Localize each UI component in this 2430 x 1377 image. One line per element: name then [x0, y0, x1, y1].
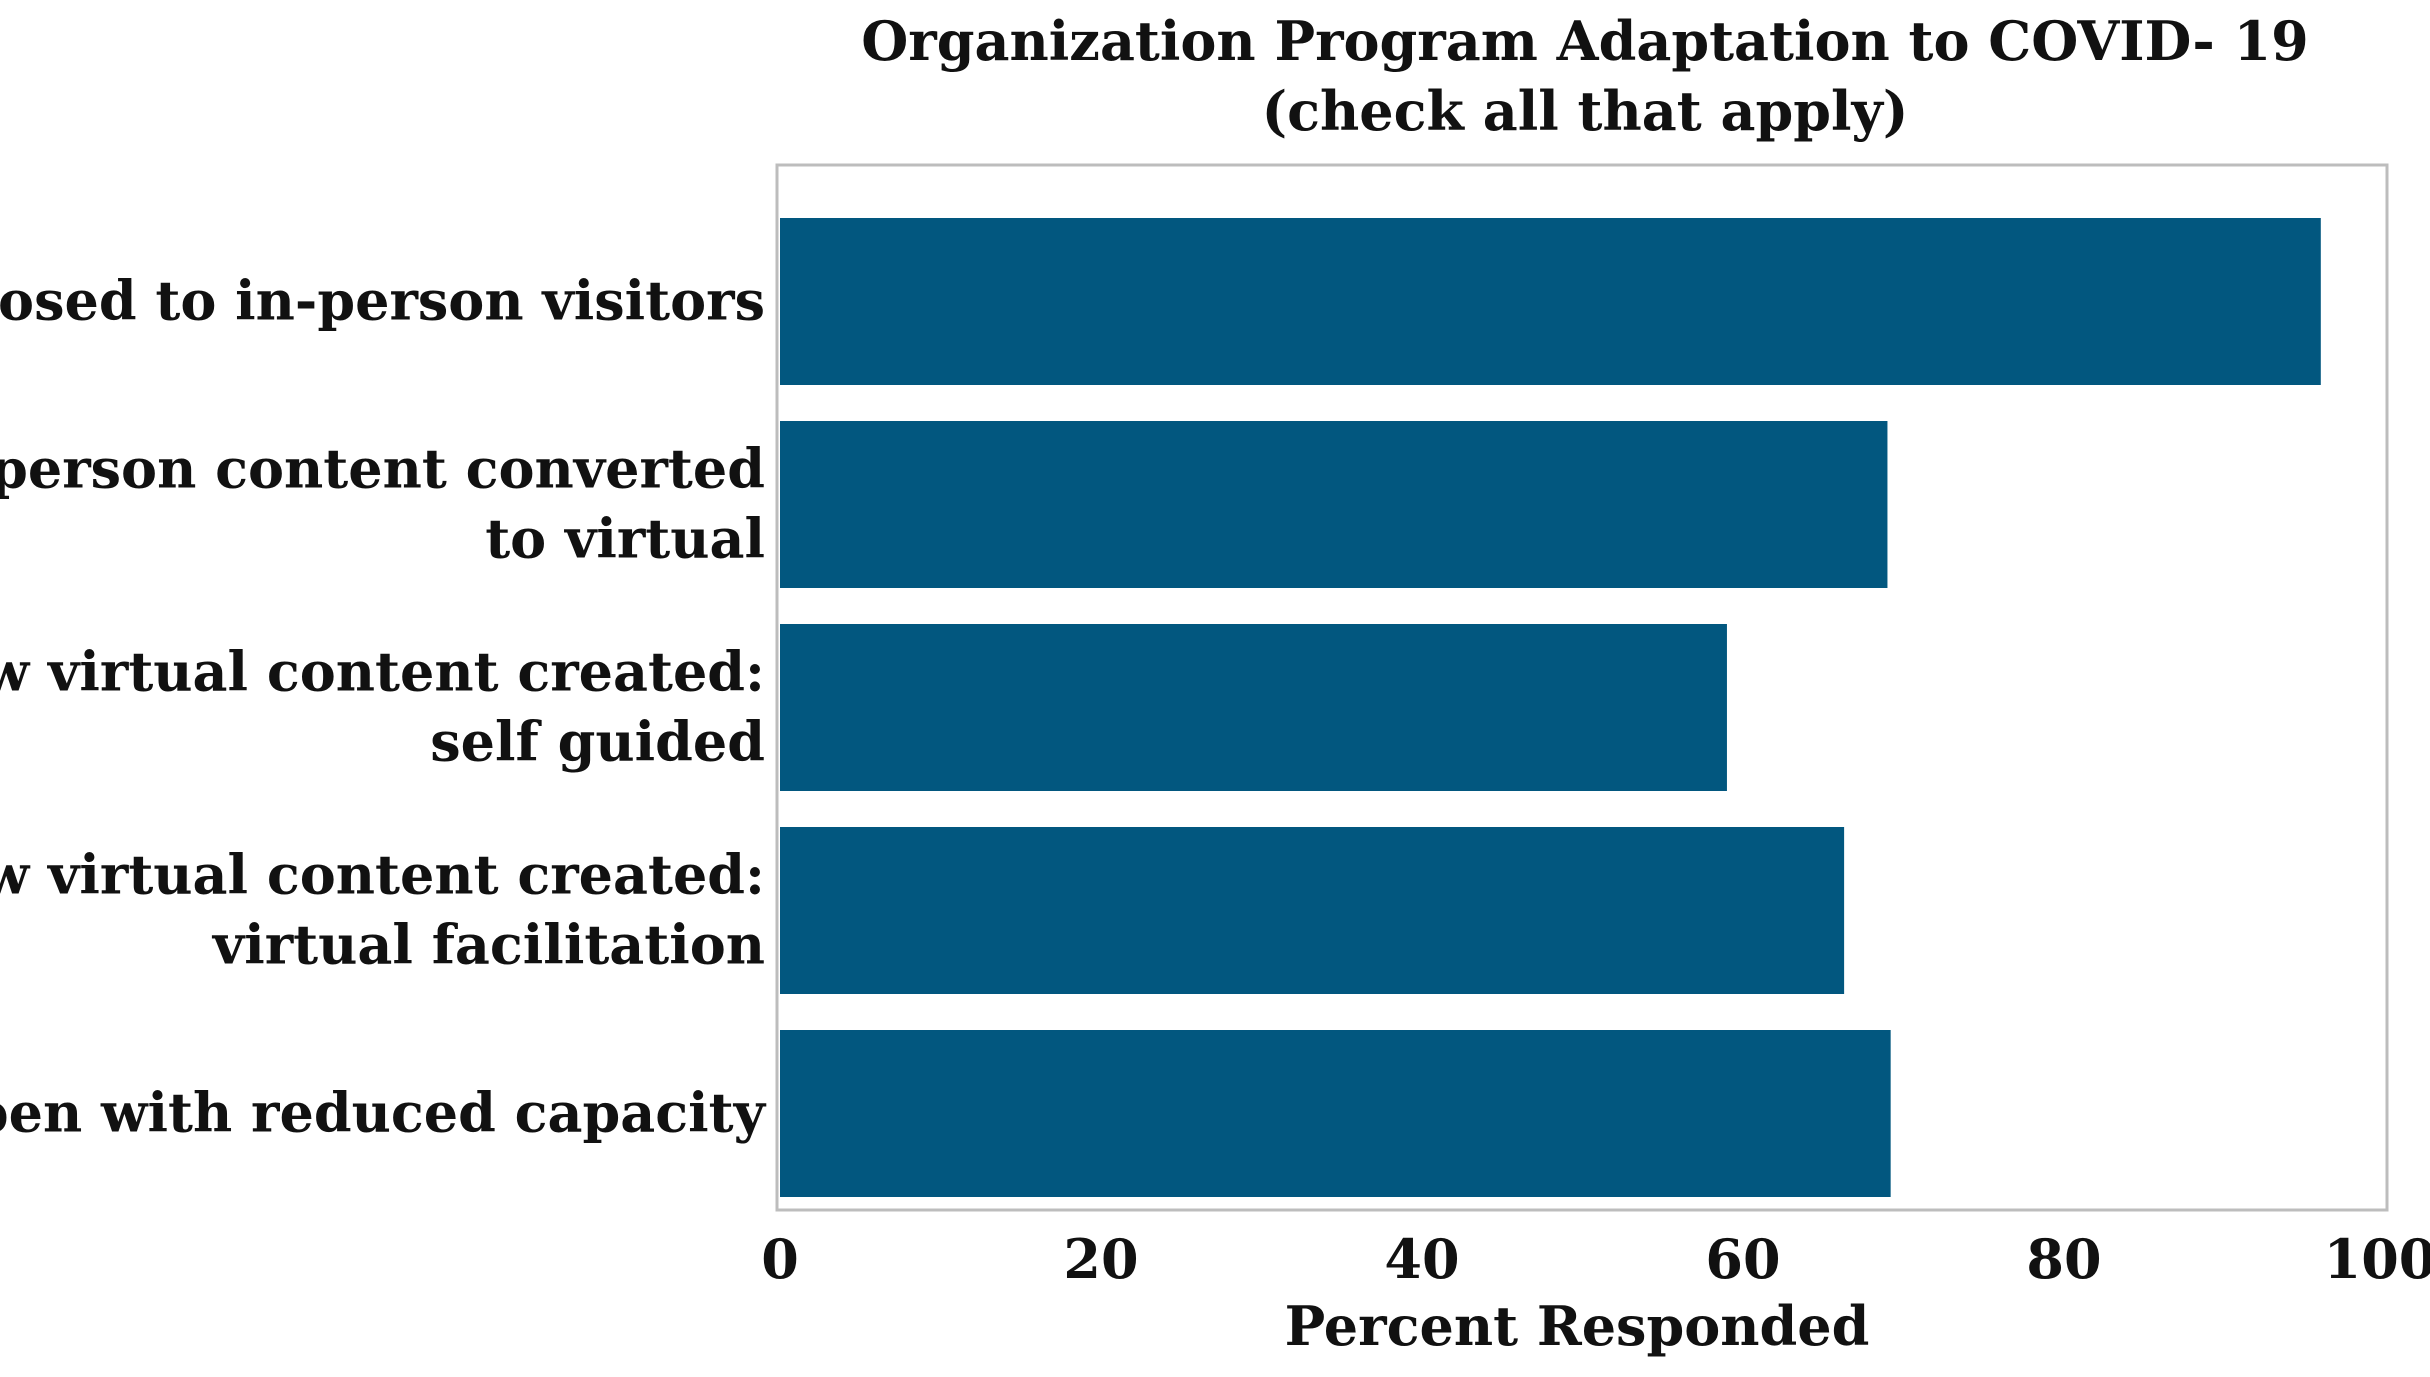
- bar-4: [780, 1030, 1891, 1197]
- x-axis-ticks: 0 20 40 60 80 100: [761, 1227, 2430, 1291]
- x-tick-label-2: 40: [1384, 1227, 1459, 1291]
- x-axis-label: Percent Responded: [1285, 1294, 1870, 1358]
- x-tick-label-3: 60: [1705, 1227, 1780, 1291]
- bar-2: [780, 624, 1727, 791]
- category-labels: Closed to in-person visitors In-person co…: [0, 269, 767, 1145]
- plot-frame: [775, 163, 2389, 1212]
- category-label-1-line-0: In-person content converted: [0, 437, 765, 501]
- category-label-2-line-1: self guided: [430, 710, 765, 774]
- x-tick-label-0: 0: [761, 1227, 799, 1291]
- bar-0: [780, 218, 2321, 385]
- x-tick-label-1: 20: [1063, 1227, 1138, 1291]
- category-label-3-line-1: virtual facilitation: [212, 913, 765, 977]
- bar-3: [780, 827, 1845, 994]
- chart-title: Organization Program Adaptation to COVID…: [861, 9, 2308, 73]
- category-label-1-line-1: to virtual: [485, 507, 765, 571]
- category-label-3-line-0: New virtual content created:: [0, 843, 765, 907]
- x-tick-label-4: 80: [2026, 1227, 2101, 1291]
- category-label-4-line-0: Open with reduced capacity: [0, 1081, 767, 1145]
- bars-layer: [780, 218, 2321, 1197]
- category-label-0-line-0: Closed to in-person visitors: [0, 269, 765, 333]
- bar-1: [780, 421, 1888, 588]
- x-tick-label-5: 100: [2324, 1227, 2430, 1291]
- chart-subtitle: (check all that apply): [1262, 79, 1909, 143]
- category-label-2-line-0: New virtual content created:: [0, 640, 765, 704]
